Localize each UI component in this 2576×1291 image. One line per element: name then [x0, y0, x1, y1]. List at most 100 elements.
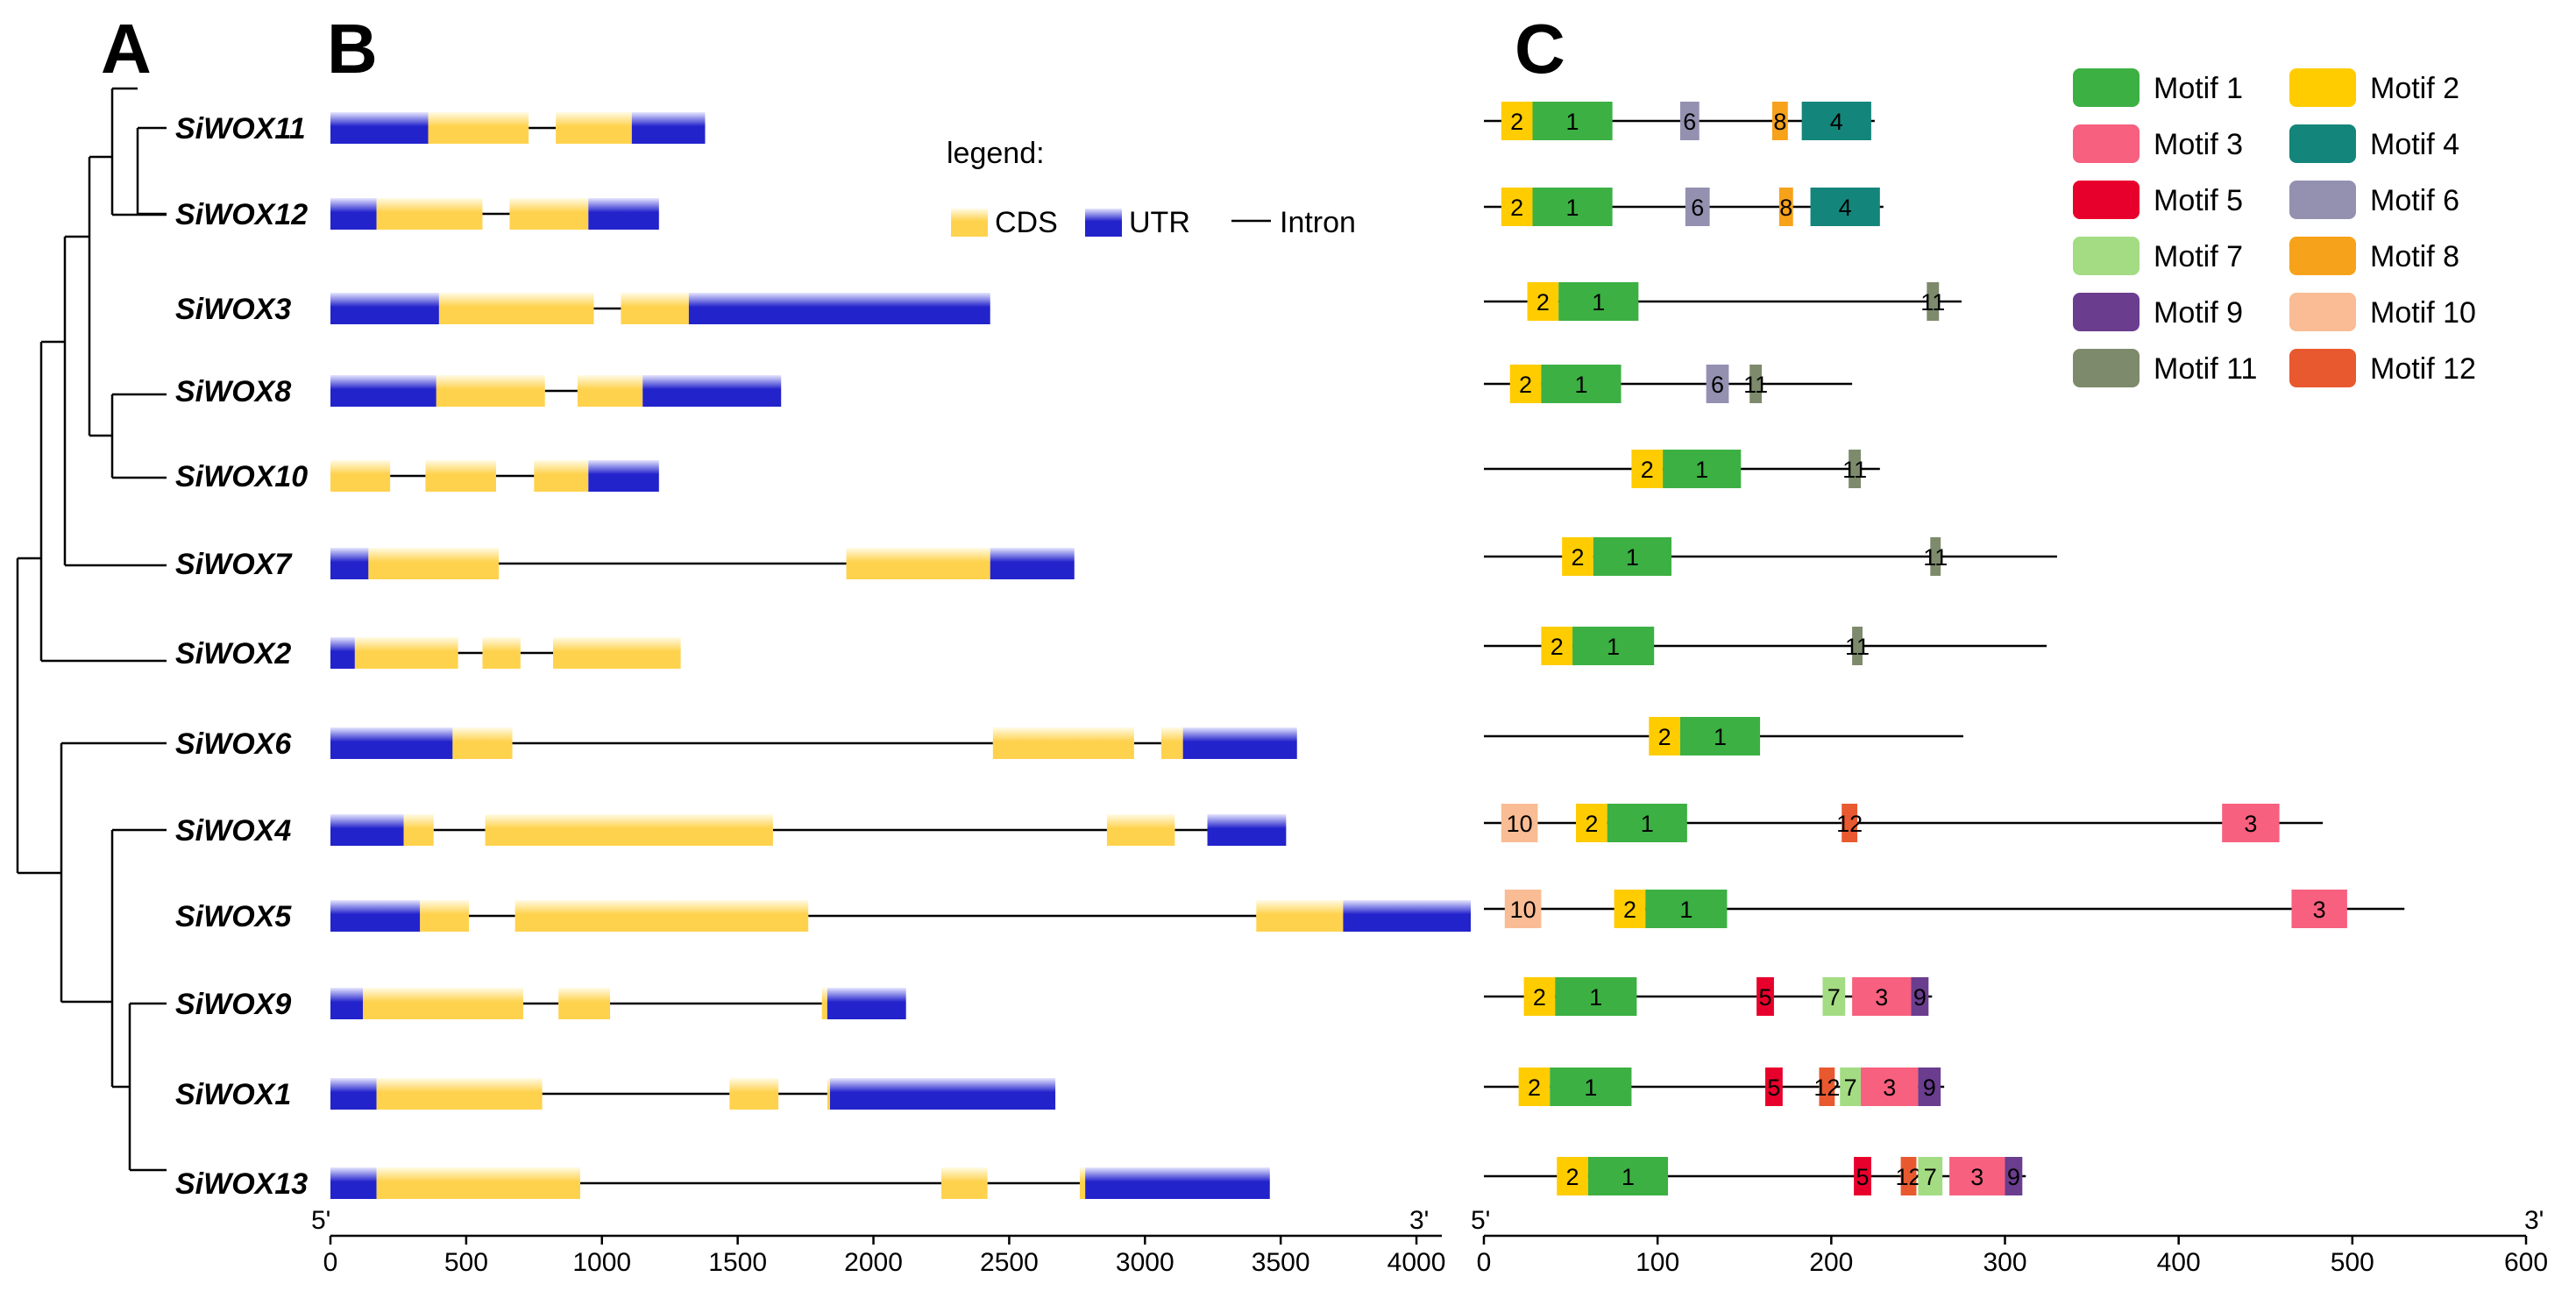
panel-label-c: C	[1515, 10, 1565, 88]
gene-structure-row	[330, 548, 1075, 579]
motif-10-box	[1501, 804, 1538, 842]
motif-number: 5	[1767, 1075, 1780, 1101]
motif-3-box	[1861, 1068, 1919, 1106]
motif-number: 9	[2007, 1164, 2020, 1190]
motif-legend-label: Motif 3	[2154, 128, 2243, 161]
panel-label-a: A	[101, 10, 152, 88]
axis-c-tick-label: 400	[2157, 1248, 2201, 1277]
utr-block	[330, 293, 439, 324]
intron-legend-label: Intron	[1280, 206, 1356, 239]
motif-2-box	[1541, 627, 1573, 665]
axis-b-five-prime: 5'	[311, 1206, 330, 1235]
utr-block	[330, 1167, 377, 1199]
motif-6-box	[1679, 102, 1700, 140]
cds-block	[482, 637, 521, 669]
cds-block	[534, 460, 589, 492]
gene-structure-row	[330, 900, 1471, 932]
motif-number: 9	[1913, 984, 1927, 1011]
motif-number: 12	[1836, 811, 1863, 837]
motif-legend-label: Motif 10	[2370, 296, 2476, 330]
protein-row: 2 1 11	[1484, 450, 1880, 488]
gene-label: SiWOX10	[175, 460, 308, 493]
motif-number: 7	[1827, 984, 1841, 1011]
cds-block	[436, 375, 545, 407]
motif-number: 1	[1584, 1075, 1597, 1101]
motif-number: 11	[1845, 634, 1870, 660]
gene-label: SiWOX8	[175, 375, 291, 408]
cds-block	[403, 814, 434, 846]
axis-b-tick-label: 2500	[980, 1248, 1039, 1277]
motif-number: 11	[1920, 289, 1945, 316]
motif-number: 11	[1923, 544, 1948, 571]
motif-number: 1	[1574, 372, 1587, 398]
motif-legend: Motif 1 Motif 2 Motif 3 Motif 4 Motif 5 Motif…	[2073, 68, 2476, 387]
cds-legend-label: CDS	[995, 206, 1058, 239]
cds-block	[992, 727, 1134, 759]
axis-b-tick-label: 2000	[844, 1248, 903, 1277]
axis-c-three-prime: 3'	[2524, 1206, 2544, 1235]
cds-block	[621, 293, 689, 324]
motif-11-box	[1927, 282, 1940, 321]
motif-legend-swatch	[2289, 124, 2356, 163]
motif-legend-label: Motif 6	[2370, 184, 2459, 217]
motif-number: 2	[1641, 457, 1654, 483]
gene-structure-row	[330, 727, 1297, 759]
axis-c-tick-label: 500	[2331, 1248, 2374, 1277]
motif-number: 2	[1566, 1164, 1579, 1190]
motif-number: 7	[1844, 1075, 1857, 1101]
axis-b-tick-label: 4000	[1387, 1248, 1446, 1277]
gene-label: SiWOX5	[175, 900, 292, 933]
cds-swatch	[951, 209, 988, 237]
motif-legend-swatch	[2289, 68, 2356, 107]
utr-block	[688, 293, 990, 324]
motif-legend-label: Motif 1	[2154, 72, 2243, 105]
motif-3-box	[2291, 890, 2347, 928]
gene-label: SiWOX12	[175, 198, 308, 231]
protein-row: 2 1 5 12 7 3 9	[1484, 1157, 2026, 1195]
motif-number: 3	[1883, 1075, 1896, 1101]
cds-block	[330, 460, 391, 492]
gene-label: SiWOX9	[175, 988, 291, 1021]
gene-labels: SiWOX11 SiWOX12 SiWOX3 SiWOX8 SiWOX10 SiWOX7 S…	[175, 112, 308, 1201]
motif-number: 12	[1813, 1075, 1840, 1101]
protein-row: 2 1 6 8 4	[1484, 188, 1884, 226]
axis-c-tick-label: 300	[1983, 1248, 2026, 1277]
motif-legend-label: Motif 2	[2370, 72, 2459, 105]
utr-block	[330, 727, 453, 759]
motif-12-box	[1842, 804, 1858, 842]
motif-number: 10	[1507, 811, 1533, 837]
motif-legend-label: Motif 8	[2370, 240, 2459, 273]
utr-block	[330, 548, 369, 579]
motif-1-box	[1607, 804, 1687, 842]
motif-1-box	[1572, 627, 1655, 665]
cds-block	[509, 198, 589, 230]
motif-2-box	[1614, 890, 1646, 928]
utr-swatch	[1085, 209, 1122, 237]
motif-number: 6	[1683, 109, 1696, 135]
motif-number: 1	[1622, 1164, 1635, 1190]
motif-12-box	[1900, 1157, 1917, 1195]
gene-structure-row	[330, 1078, 1056, 1110]
motif-legend-label: Motif 4	[2370, 128, 2459, 161]
motif-1-box	[1587, 1157, 1669, 1195]
motif-legend-label: Motif 5	[2154, 184, 2243, 217]
motif-number: 5	[1759, 984, 1772, 1011]
motif-3-box	[2222, 804, 2280, 842]
motif-4-box	[1801, 102, 1871, 140]
motif-legend-label: Motif 9	[2154, 296, 2243, 330]
motif-number: 2	[1528, 1075, 1541, 1101]
axis-b-three-prime: 3'	[1409, 1206, 1429, 1235]
gene-label: SiWOX2	[175, 637, 291, 670]
motif-legend-swatch	[2289, 293, 2356, 331]
motif-1-box	[1532, 188, 1613, 226]
utr-block	[330, 112, 429, 144]
utr-block	[1207, 814, 1287, 846]
motif-1-box	[1532, 102, 1613, 140]
motif-number: 1	[1695, 457, 1708, 483]
motif-3-box	[1852, 977, 1912, 1016]
motif-panel: 2 1 6 8 42 1 6 8 42 1 112 1 6 112 1 112 1 112 1 112 110 2 1 12 3…	[1484, 102, 2405, 1195]
axis-c-tick-label: 0	[1477, 1248, 1492, 1277]
protein-row: 2 1 6 8 4	[1484, 102, 1875, 140]
motif-number: 2	[1519, 372, 1532, 398]
